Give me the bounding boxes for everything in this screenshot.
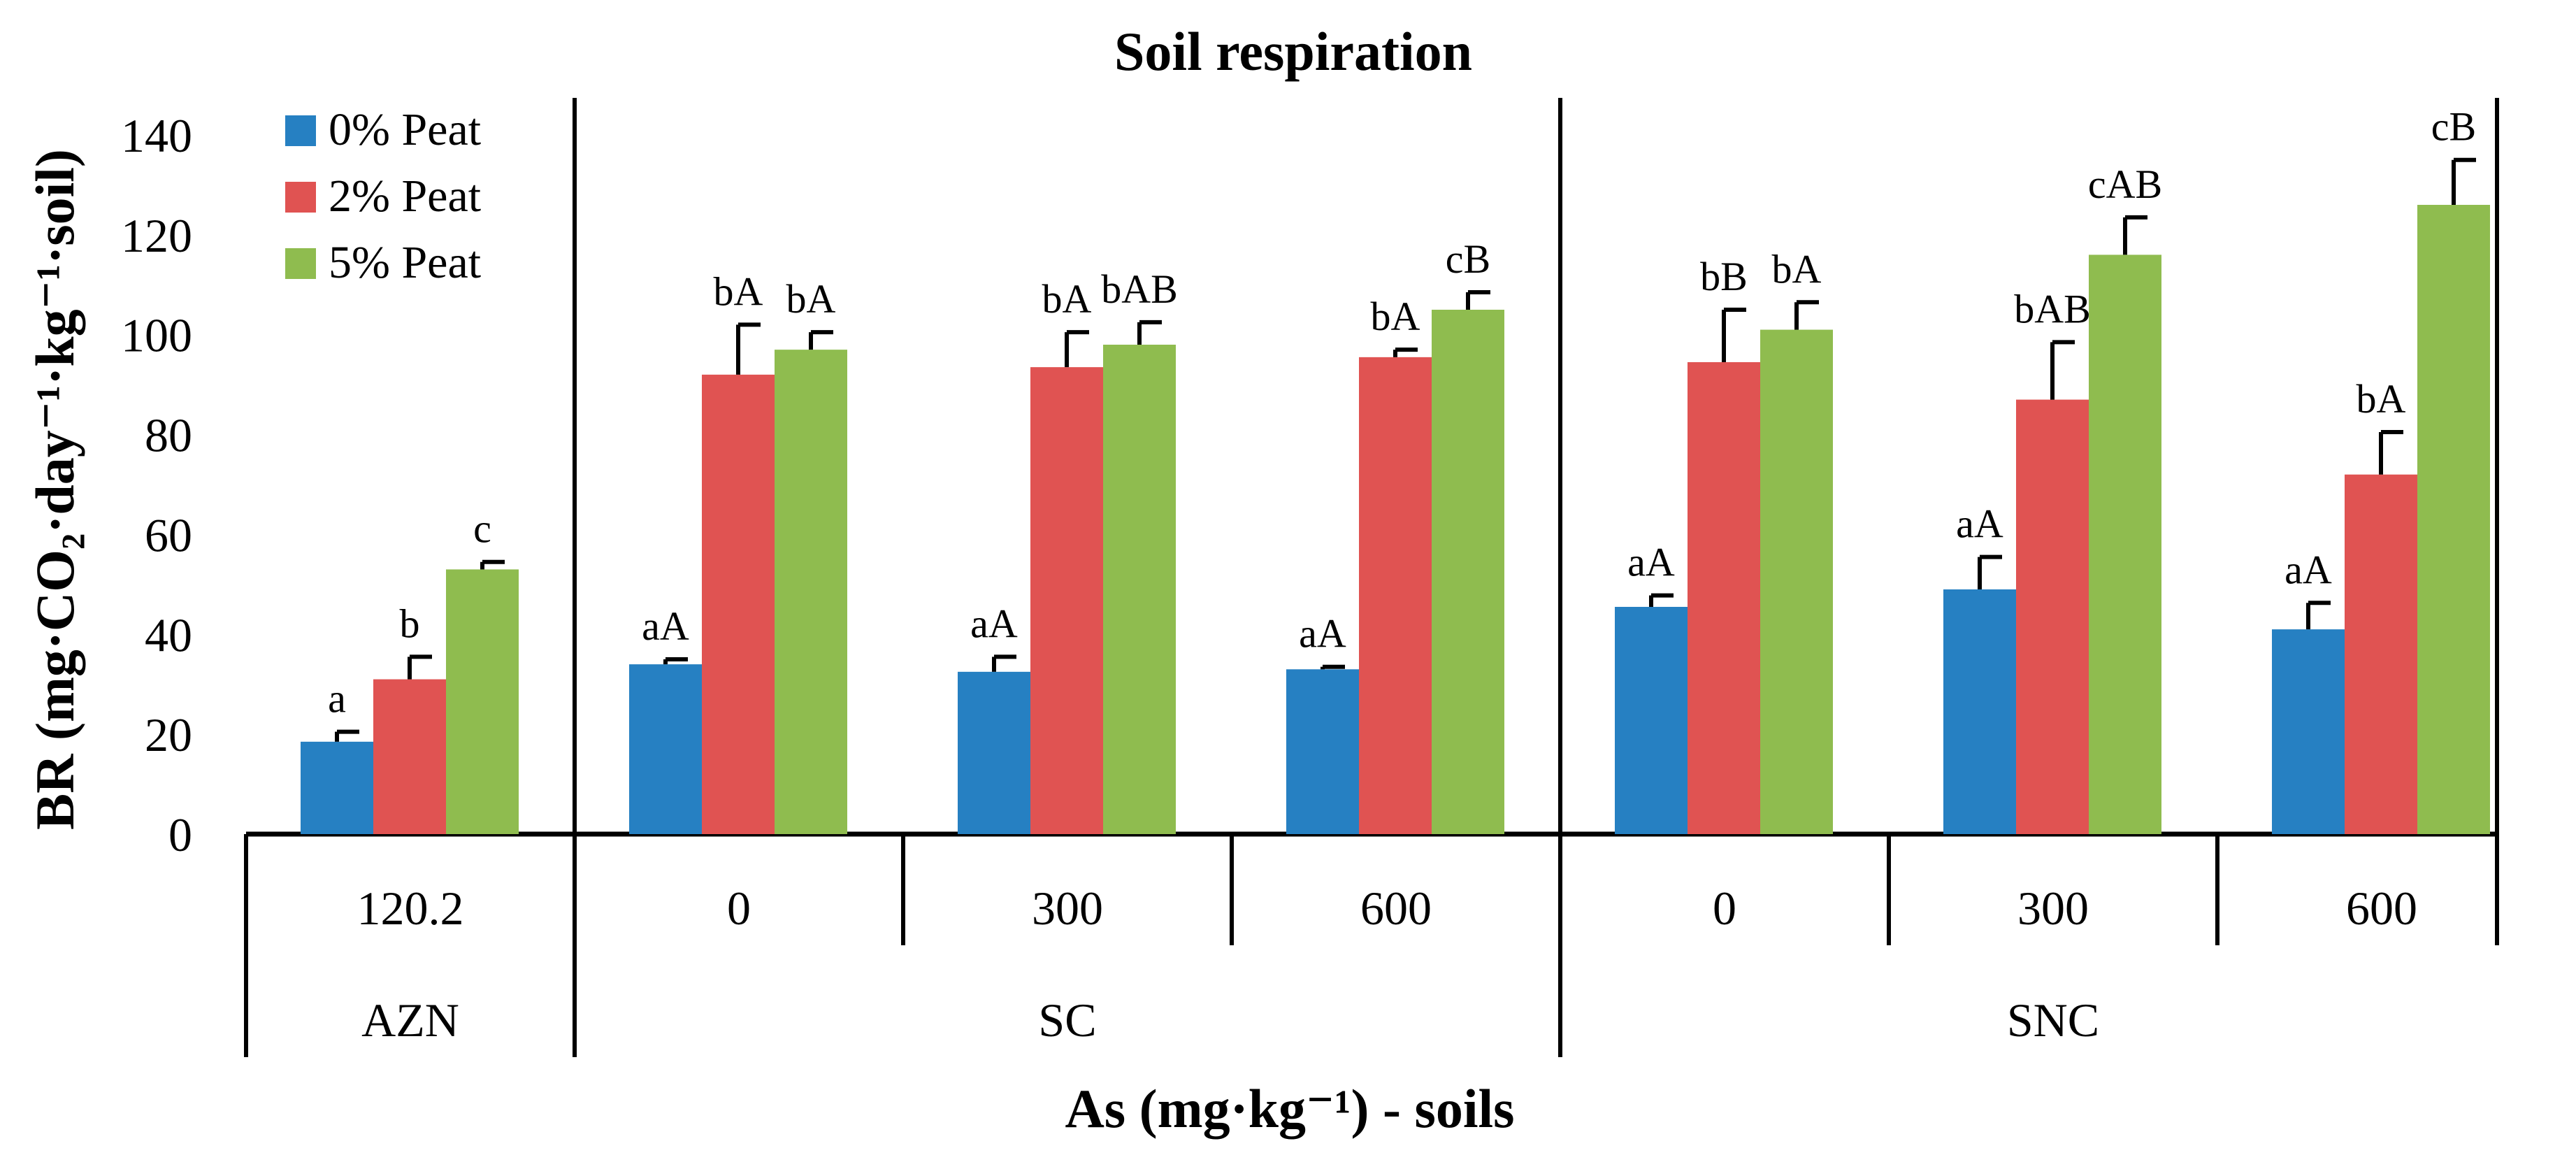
- y-axis-title: BR (mg·CO₂·day⁻¹·kg⁻¹·soil): [24, 149, 85, 830]
- bars: [301, 205, 2490, 835]
- category-label: 0: [727, 882, 751, 935]
- bar: [1030, 367, 1103, 834]
- error-bars: [335, 157, 2476, 742]
- y-tick-label: 120: [121, 209, 192, 262]
- y-tick-label: 80: [145, 409, 192, 462]
- y-tick-label: 40: [145, 608, 192, 661]
- category-label: 120.2: [357, 882, 464, 935]
- bar-label: cB: [2431, 104, 2476, 150]
- category-label: 0: [1713, 882, 1736, 935]
- bar: [2417, 205, 2490, 834]
- bar: [1943, 589, 2016, 834]
- y-tick-label: 100: [121, 309, 192, 362]
- bar: [2272, 629, 2345, 834]
- legend-label: 5% Peat: [329, 237, 481, 288]
- bar-label: bAB: [2014, 286, 2091, 331]
- bar: [958, 671, 1030, 834]
- bar: [1760, 329, 1833, 835]
- bar-label: aA: [1627, 540, 1675, 585]
- bar: [301, 741, 373, 834]
- bar: [373, 679, 446, 834]
- bar: [1103, 345, 1176, 834]
- bar: [1359, 357, 1432, 834]
- bar: [2016, 399, 2089, 834]
- bar-label: bA: [786, 276, 836, 322]
- bar-label: aA: [970, 601, 1018, 646]
- bar-label: bA: [714, 268, 763, 314]
- legend-label: 2% Peat: [329, 171, 481, 222]
- legend: 0% Peat 2% Peat 5% Peat: [285, 104, 481, 288]
- bar-label: bA: [2356, 376, 2406, 422]
- bar-label: cAB: [2088, 162, 2162, 207]
- bar: [775, 350, 847, 835]
- category-label: 600: [2346, 882, 2417, 935]
- bar-label: aA: [1299, 611, 1346, 657]
- y-tick-label: 140: [121, 109, 192, 162]
- bar: [629, 664, 702, 834]
- y-tick-label: 60: [145, 508, 192, 561]
- bar-label: a: [328, 676, 346, 722]
- legend-swatch: [285, 115, 316, 146]
- chart-title: Soil respiration: [1114, 21, 1472, 82]
- bar: [702, 374, 775, 834]
- bar-label: b: [400, 601, 420, 646]
- bar: [1615, 607, 1688, 834]
- bar: [1286, 669, 1359, 834]
- category-label: 600: [1360, 882, 1432, 935]
- group-label: SC: [1038, 994, 1096, 1047]
- bar-label: bAB: [1101, 266, 1178, 312]
- bar: [1688, 362, 1760, 834]
- group-label: AZN: [361, 994, 459, 1047]
- bar-label: aA: [2284, 547, 2332, 592]
- legend-swatch: [285, 248, 316, 279]
- bar-label: aA: [1956, 501, 2003, 547]
- bar-label: cB: [1446, 236, 1490, 282]
- legend-swatch: [285, 182, 316, 213]
- category-label: 300: [1032, 882, 1103, 935]
- bar: [2345, 474, 2417, 834]
- bar-label: bA: [1042, 276, 1092, 322]
- y-tick-label: 20: [145, 708, 192, 761]
- group-label: SNC: [2007, 994, 2099, 1047]
- bar-label: bB: [1700, 254, 1748, 299]
- legend-label: 0% Peat: [329, 104, 481, 155]
- bar-label: bA: [1772, 246, 1822, 292]
- bar: [446, 569, 519, 834]
- category-label: 300: [2017, 882, 2089, 935]
- y-tick-label: 0: [168, 808, 192, 861]
- bar-label: c: [473, 506, 491, 552]
- bar: [1432, 310, 1504, 834]
- bar-label: bA: [1371, 294, 1420, 339]
- bar-label: aA: [642, 603, 689, 649]
- bar: [2089, 254, 2161, 834]
- x-axis-title: As (mg·kg⁻¹) - soils: [1065, 1078, 1514, 1139]
